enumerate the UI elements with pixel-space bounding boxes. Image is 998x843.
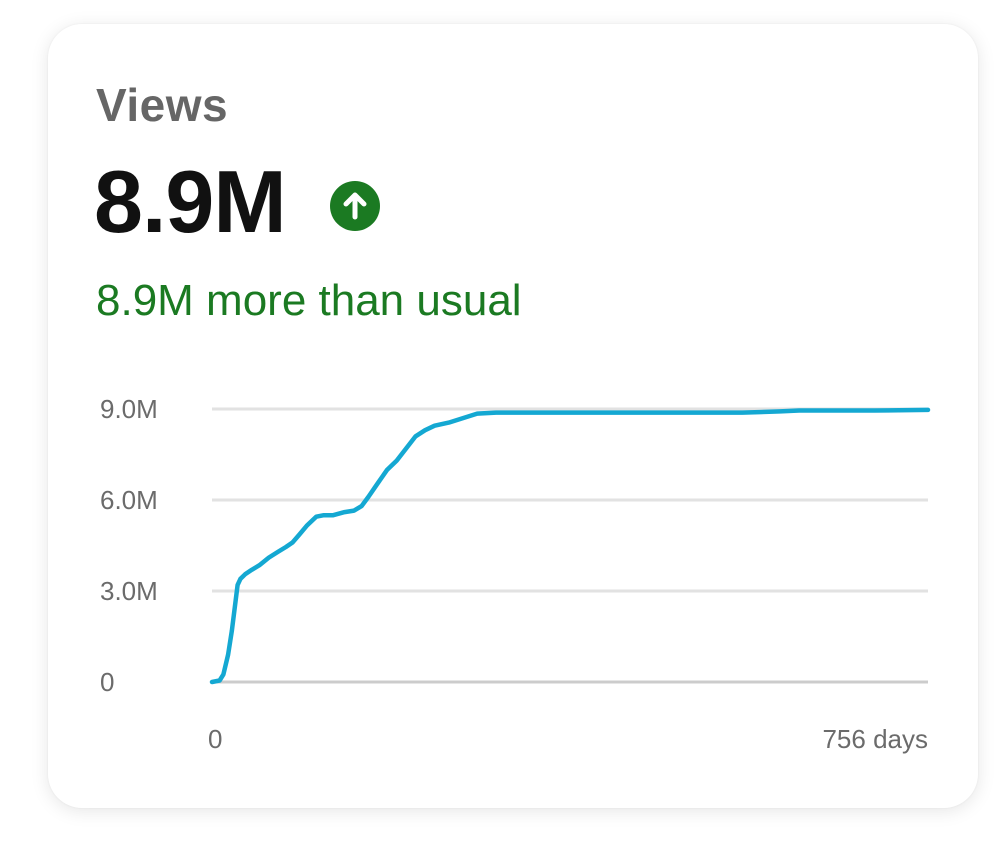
views-total-value: 8.9M (94, 152, 287, 251)
y-tick-label: 6.0M (100, 485, 158, 515)
x-tick-label: 756 days (822, 724, 928, 754)
series-line-0 (209, 407, 931, 685)
y-tick-label: 9.0M (100, 394, 158, 424)
y-tick-label: 3.0M (100, 576, 158, 606)
y-tick-label: 0 (100, 667, 114, 697)
views-card (48, 24, 978, 808)
delta-text: 8.9M more than usual (96, 276, 522, 325)
card-title: Views (96, 79, 229, 131)
x-tick-label: 0 (208, 724, 222, 754)
arrow-up-circle-icon (330, 181, 380, 231)
